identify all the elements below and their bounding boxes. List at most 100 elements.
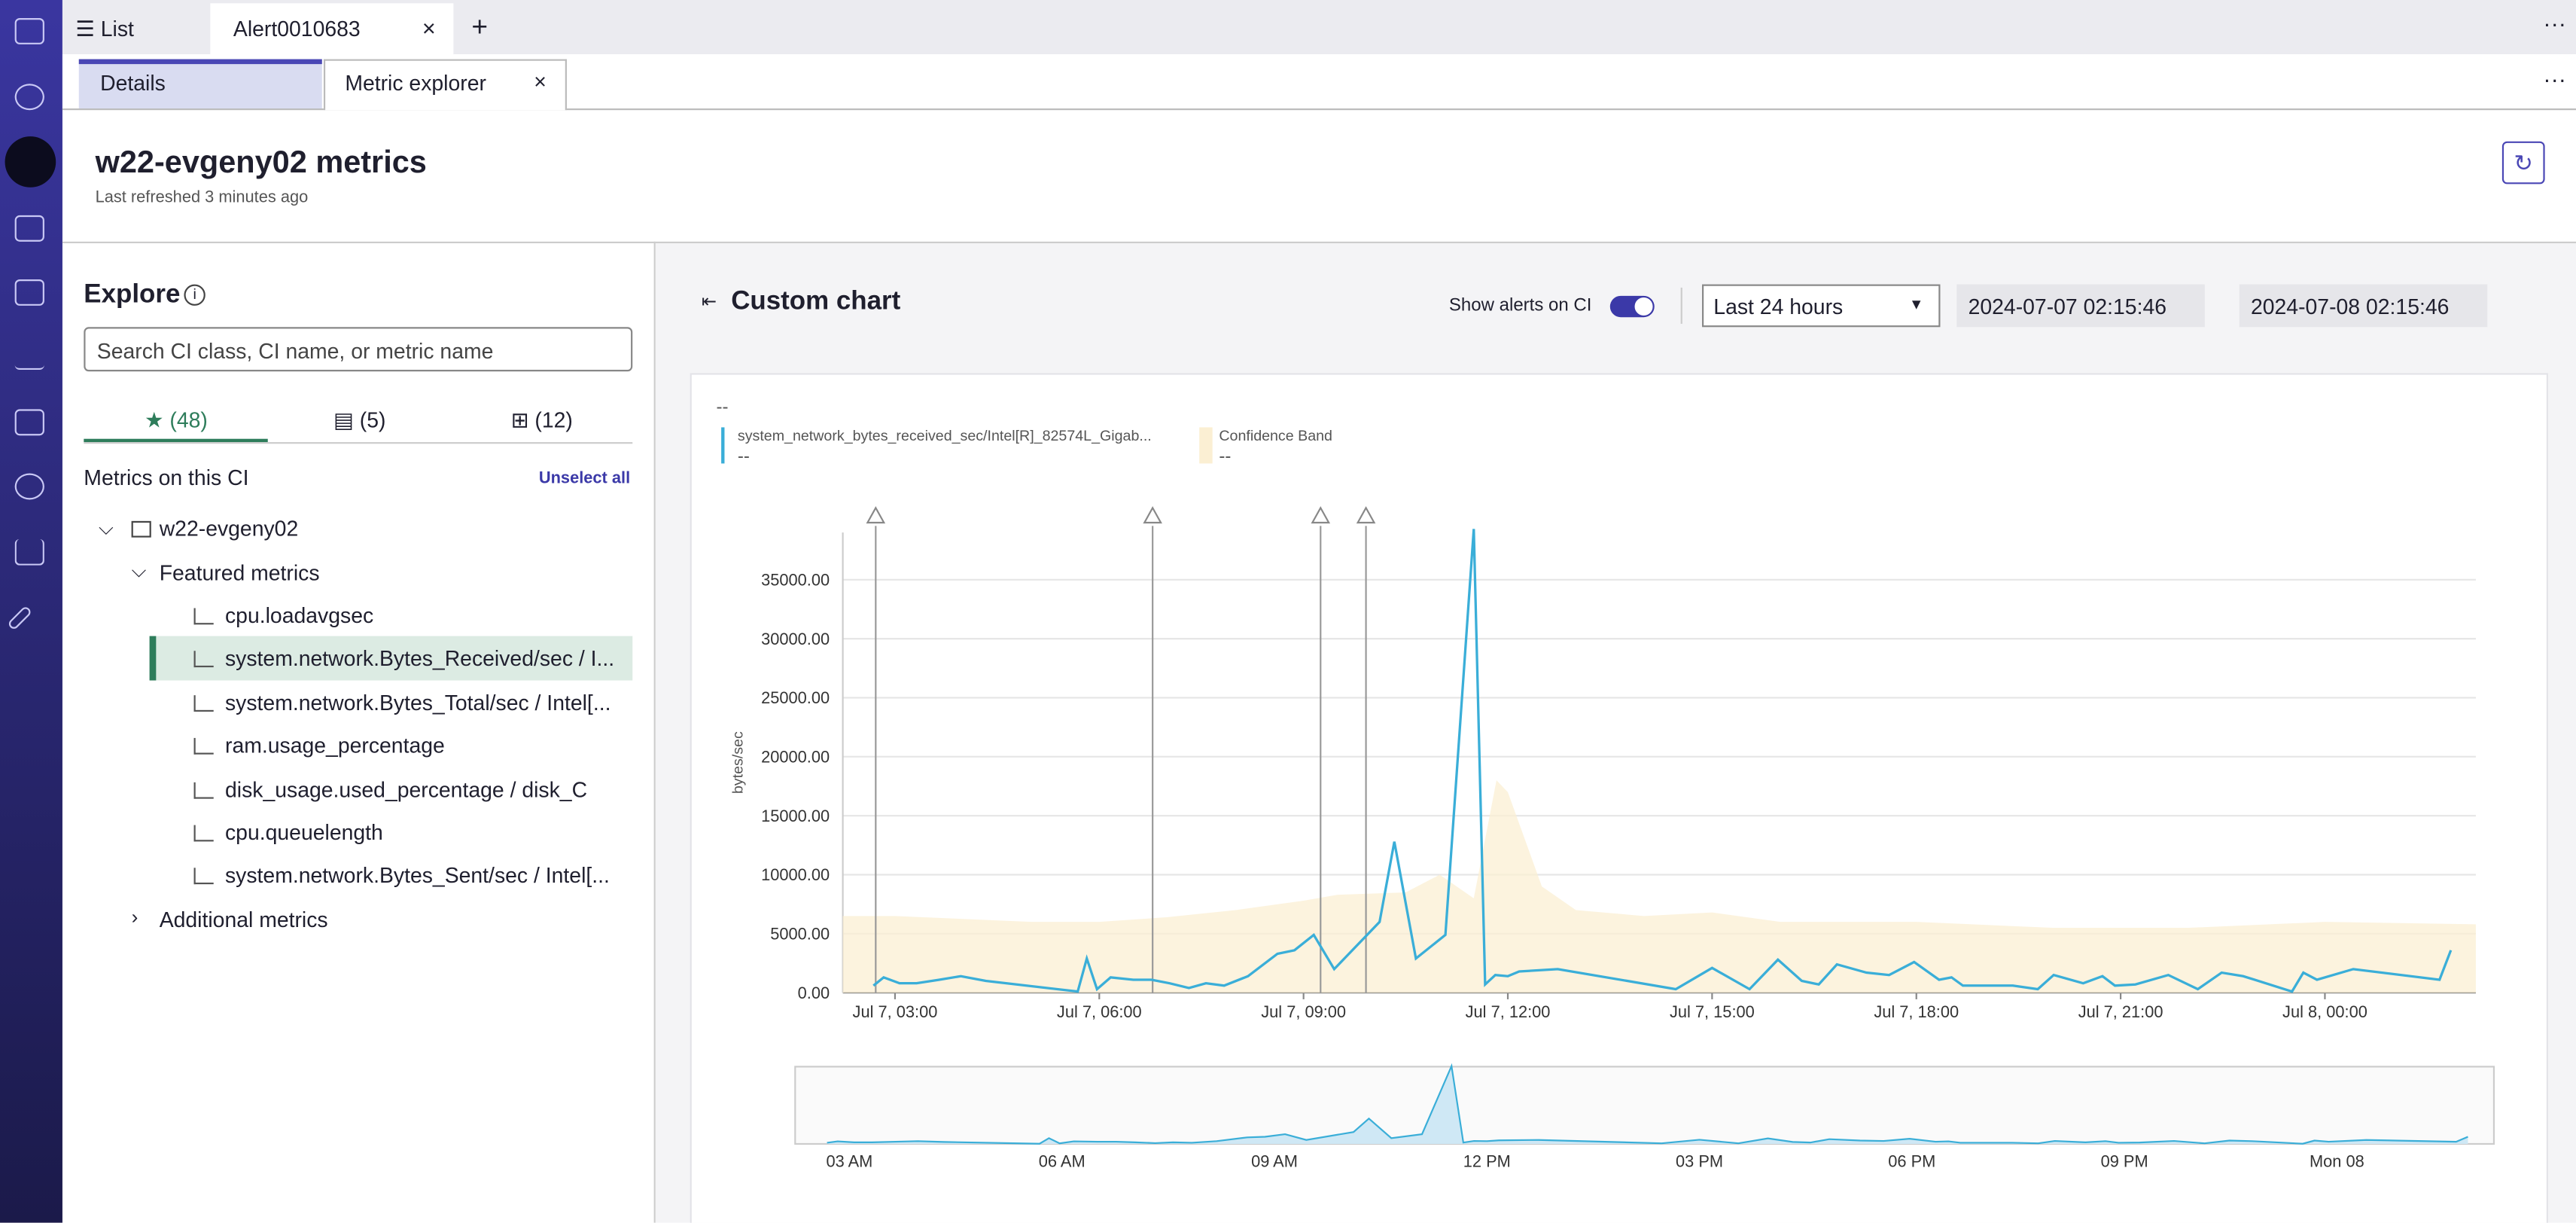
fav-tab[interactable]: ★ (48) (145, 407, 208, 432)
divider (62, 241, 2576, 244)
explore-title: Explore (84, 281, 181, 310)
metric-name[interactable]: ram.usage_percentage (224, 733, 445, 758)
search-box[interactable] (84, 327, 633, 372)
chart-title: Custom chart (731, 287, 901, 316)
add-tab[interactable]: + (471, 11, 489, 43)
x-tick-label: Jul 8, 00:00 (2282, 1002, 2367, 1021)
ci-name[interactable]: w22-evgeny02 (159, 516, 299, 541)
dropdown-arrow: ▼ (1909, 295, 1924, 313)
doc-icon[interactable] (14, 409, 44, 436)
metric-name[interactable]: system.network.Bytes_Sent/sec / Intel[..… (224, 863, 610, 889)
calendar-icon[interactable] (14, 84, 44, 111)
chart-icon[interactable] (14, 538, 44, 566)
details-tab[interactable] (78, 59, 322, 109)
unselect-link[interactable]: Unselect all (538, 470, 631, 489)
y-tick-label: 0.00 (798, 984, 830, 1002)
close-icon[interactable]: × (534, 69, 547, 94)
x-tick-label: Jul 7, 21:00 (2078, 1002, 2163, 1021)
navigator-line (827, 1063, 2468, 1145)
navigator-tick-label: 03 PM (1676, 1152, 1723, 1171)
navigator-tick-label: 03 AM (827, 1152, 873, 1171)
date-text: 2024-07-08 02:15:46 (2250, 294, 2450, 319)
group-name[interactable]: Additional metrics (159, 907, 328, 932)
x-tick-label: Jul 7, 12:00 (1466, 1002, 1551, 1021)
tree-tab[interactable]: ⊞ (12) (510, 407, 573, 432)
selected-row (149, 636, 633, 681)
close-icon[interactable]: × (422, 14, 436, 41)
divider (1680, 287, 1682, 324)
collapse-icon[interactable]: ⇤ (701, 292, 717, 313)
toggle[interactable] (1609, 295, 1655, 318)
alert-tab[interactable] (210, 3, 454, 55)
tab-count: (5) (359, 407, 386, 432)
group-name[interactable]: Featured metrics (159, 560, 320, 585)
list-icon[interactable] (5, 136, 56, 188)
chevron[interactable]: ⌵ (131, 559, 147, 582)
range-value: Last 24 hours (1713, 294, 1844, 319)
table-tab[interactable]: ▤ (5) (333, 407, 386, 432)
x-tick-label: Jul 7, 09:00 (1261, 1002, 1346, 1021)
branch-icon[interactable] (14, 473, 44, 500)
divider (653, 241, 656, 1223)
legend-value: -- (738, 446, 750, 466)
navigator-tick-label: 09 AM (1251, 1152, 1298, 1171)
x-tick-label: Jul 7, 15:00 (1670, 1002, 1755, 1021)
alert-icon (866, 506, 886, 524)
refresh-button[interactable]: ↻ (2501, 141, 2545, 185)
tab-bar (62, 0, 2576, 55)
chevron[interactable]: › (131, 905, 139, 929)
navigator-tick-label: 06 AM (1039, 1152, 1086, 1171)
metric-name[interactable]: disk_usage.used_percentage / disk_C (224, 776, 588, 802)
toggle-label: Show alerts on CI (1448, 295, 1592, 316)
legend-swatch (1199, 427, 1213, 464)
navigator-tick-label: 09 PM (2101, 1152, 2148, 1171)
y-tick-label: 15000.00 (761, 807, 830, 825)
ci-icon (131, 520, 151, 538)
chevron[interactable]: ⌵ (98, 516, 114, 539)
metric-icon (193, 608, 214, 625)
more-icon[interactable]: ··· (2543, 66, 2566, 93)
pulse-icon[interactable] (14, 343, 44, 371)
groups-icon[interactable] (14, 215, 44, 242)
navigator-tick-label: 12 PM (1463, 1152, 1511, 1171)
section-title: Metrics on this CI (84, 465, 249, 490)
metric-name[interactable]: system.network.Bytes_Received/sec / I... (224, 646, 615, 672)
more-icon[interactable]: ··· (2543, 10, 2566, 37)
tab-count: (12) (534, 407, 573, 432)
navigator (794, 1066, 2495, 1145)
y-tick-label: 25000.00 (761, 688, 830, 707)
metric-name[interactable]: cpu.loadavgsec (224, 602, 374, 628)
legend-swatch (721, 427, 725, 464)
navigator-tick-label: 06 PM (1888, 1152, 1935, 1171)
tab-label: Details (100, 70, 166, 96)
x-tick-label: Jul 7, 03:00 (853, 1002, 938, 1021)
metric-name[interactable]: cpu.queuelength (224, 820, 383, 845)
start-date[interactable] (1956, 284, 2205, 328)
alert-icon (1143, 506, 1162, 524)
legend-label: system_network_bytes_received_sec/Intel[… (738, 428, 1152, 444)
sidebar (0, 0, 62, 1223)
home-icon[interactable] (14, 18, 44, 44)
date-text: 2024-07-07 02:15:46 (1968, 294, 2167, 319)
metric-icon (193, 868, 214, 886)
confidence-band (842, 780, 2476, 993)
legend-label: Confidence Band (1219, 428, 1332, 444)
alert-icon (1356, 506, 1376, 524)
info-icon[interactable]: i (184, 284, 206, 306)
metric-icon (193, 781, 214, 798)
end-date[interactable] (2239, 284, 2488, 328)
metric-name[interactable]: system.network.Bytes_Total/sec / Intel[.… (224, 690, 611, 715)
legend-value: -- (1219, 446, 1231, 466)
explorer-tab[interactable] (323, 59, 567, 111)
metric-icon (193, 738, 214, 755)
tab-label: List (100, 16, 134, 41)
metric-icon (193, 651, 214, 668)
list-tab[interactable]: ☰ List (75, 16, 134, 41)
alert-icon (1311, 506, 1331, 524)
divider (84, 442, 633, 444)
grid-icon[interactable] (14, 279, 44, 306)
y-tick-label: 5000.00 (770, 924, 830, 943)
range-select[interactable] (1702, 284, 1941, 328)
metric-icon (193, 694, 214, 712)
